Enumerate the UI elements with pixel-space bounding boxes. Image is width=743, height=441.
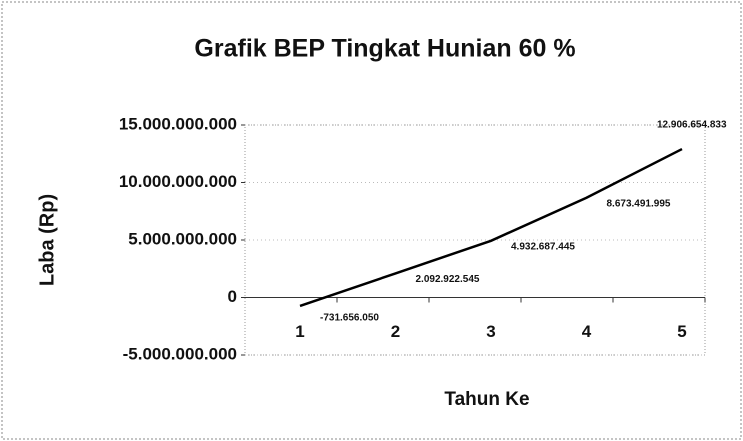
y-tick-label: 15.000.000.000 (119, 114, 237, 133)
y-tick-label: -5.000.000.000 (123, 344, 237, 363)
y-tick-label: 10.000.000.000 (119, 172, 237, 191)
value-label: 4.932.687.445 (511, 241, 575, 252)
x-tick-label: 1 (295, 322, 304, 341)
value-label: 12.906.654.833 (657, 120, 727, 131)
value-label: -731.656.050 (320, 313, 379, 324)
x-tick-label: 2 (391, 322, 400, 341)
x-tick-label: 4 (582, 322, 592, 341)
value-label: 2.092.922.545 (416, 274, 480, 285)
chart-title: Grafik BEP Tingkat Hunian 60 % (194, 35, 575, 63)
line (299, 147, 683, 308)
value-label: 8.673.491.995 (607, 198, 671, 209)
y-tick-label: 5.000.000.000 (128, 229, 237, 248)
x-axis-label: Tahun Ke (444, 389, 529, 410)
x-tick-label: 3 (486, 322, 495, 341)
y-axis-label: Laba (Rp) (36, 194, 58, 286)
y-tick-label: 0 (228, 287, 237, 306)
x-tick-label: 5 (677, 322, 686, 341)
